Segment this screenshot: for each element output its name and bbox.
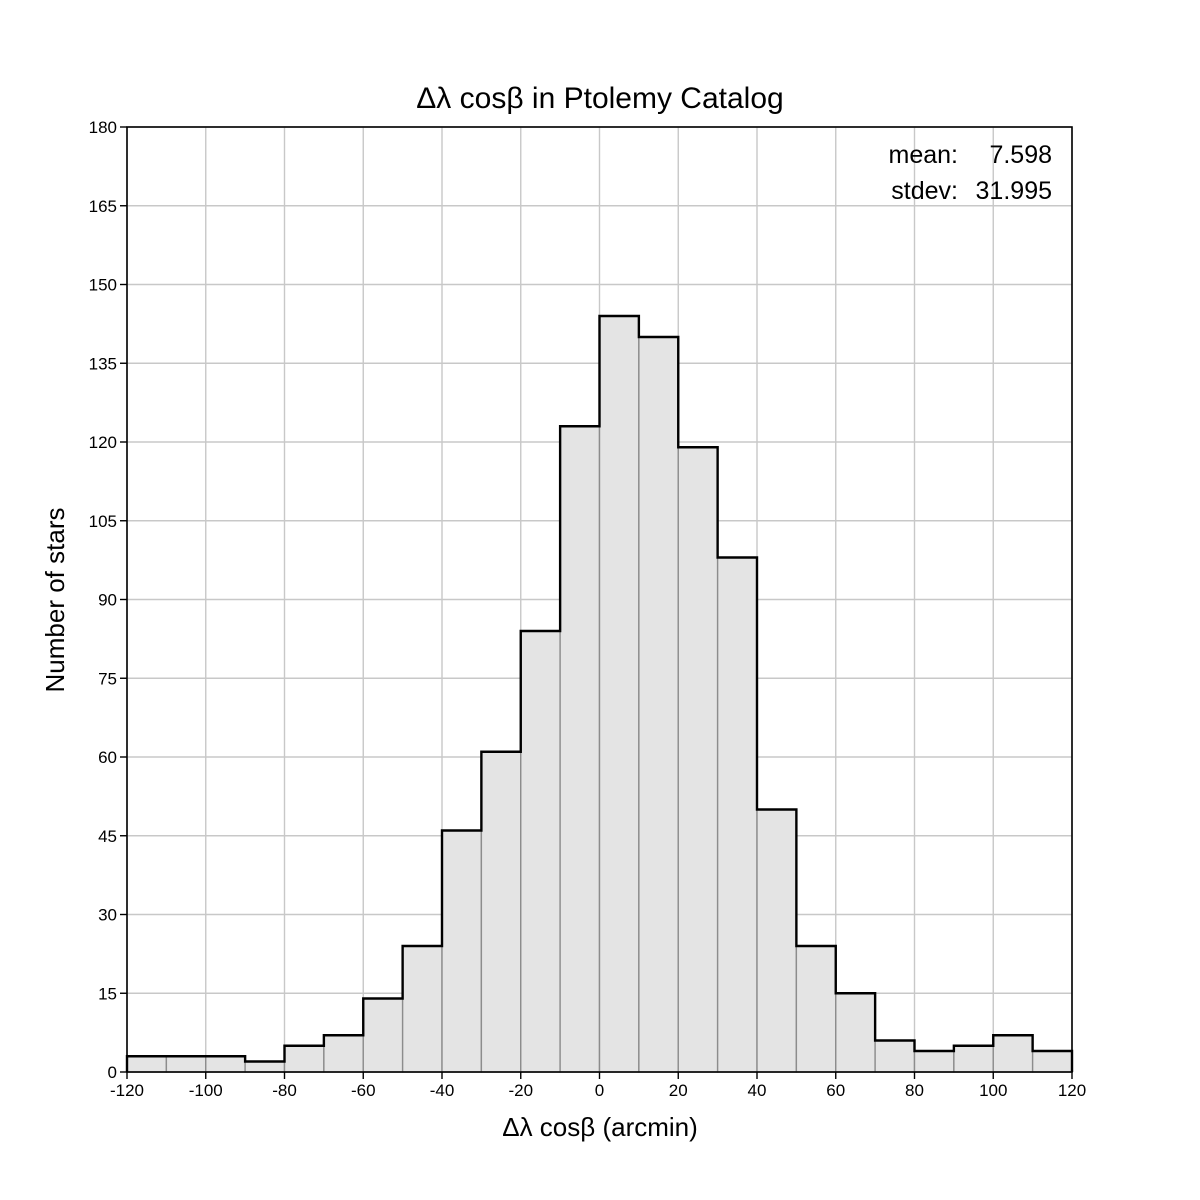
histogram-outline-group <box>125 314 1074 1072</box>
y-tick-label: 30 <box>98 906 117 925</box>
x-tick-label: 100 <box>979 1081 1007 1100</box>
stdev-value: 31.995 <box>976 177 1052 205</box>
histogram-bar <box>165 1055 207 1073</box>
y-tick-label: 165 <box>89 197 117 216</box>
x-tick-label: 0 <box>595 1081 604 1100</box>
mean-label: mean: <box>889 141 958 169</box>
y-tick-label: 45 <box>98 827 117 846</box>
histogram-bar <box>1031 1050 1073 1073</box>
mean-value: 7.598 <box>989 141 1052 169</box>
histogram-bar <box>953 1045 994 1073</box>
histogram-bar <box>835 992 876 1073</box>
histogram-bar <box>205 1055 246 1073</box>
y-tick-label: 150 <box>89 276 117 295</box>
histogram-bar <box>126 1055 168 1073</box>
x-tick-label: 20 <box>669 1081 688 1100</box>
histogram-bar <box>913 1050 955 1073</box>
x-tick-label: 80 <box>905 1081 924 1100</box>
axis-ticks: -120 -100 -80 -60 -40 -20 0 20 40 60 80 100 120 0 15 30… <box>89 118 1087 1100</box>
y-tick-label: 75 <box>98 669 117 688</box>
y-tick-label: 105 <box>89 512 117 531</box>
histogram-bar <box>362 997 404 1073</box>
histogram-bar <box>480 751 522 1073</box>
x-tick-label: 40 <box>748 1081 767 1100</box>
x-tick-label: 60 <box>826 1081 845 1100</box>
histogram-bars <box>126 315 1073 1073</box>
histogram-outline <box>125 314 1074 1072</box>
histogram-bar <box>874 1039 916 1073</box>
stdev-label: stdev: <box>891 177 958 205</box>
y-tick-label: 90 <box>98 591 117 610</box>
x-axis-label: Δλ cosβ (arcmin) <box>502 1112 698 1142</box>
histogram-bar <box>598 315 640 1073</box>
x-tick-label: -20 <box>508 1081 533 1100</box>
x-tick-label: -100 <box>189 1081 223 1100</box>
histogram-bar <box>756 808 798 1073</box>
chart-title: Δλ cosβ in Ptolemy Catalog <box>416 82 783 115</box>
histogram-bar <box>283 1045 325 1073</box>
histogram-bar <box>323 1034 364 1073</box>
y-tick-label: 0 <box>108 1063 117 1082</box>
histogram-bar <box>638 336 679 1073</box>
x-tick-label: -60 <box>351 1081 376 1100</box>
x-tick-label: 120 <box>1058 1081 1086 1100</box>
histogram-bar <box>716 556 758 1073</box>
x-tick-label: -120 <box>110 1081 144 1100</box>
histogram-bar <box>441 829 483 1073</box>
y-axis-label: Number of stars <box>40 508 70 693</box>
histogram-bar <box>520 630 561 1073</box>
x-tick-label: -80 <box>272 1081 297 1100</box>
histogram-bar <box>992 1034 1034 1073</box>
histogram-bar <box>401 945 443 1073</box>
x-tick-label: -40 <box>430 1081 455 1100</box>
y-tick-label: 180 <box>89 118 117 137</box>
histogram-bar <box>244 1060 286 1073</box>
y-tick-label: 60 <box>98 748 117 767</box>
y-tick-label: 135 <box>89 354 117 373</box>
histogram-bar <box>677 446 719 1073</box>
y-tick-label: 120 <box>89 433 117 452</box>
histogram-bar <box>795 945 837 1073</box>
y-tick-label: 15 <box>98 984 117 1003</box>
histogram-bar <box>559 425 601 1073</box>
